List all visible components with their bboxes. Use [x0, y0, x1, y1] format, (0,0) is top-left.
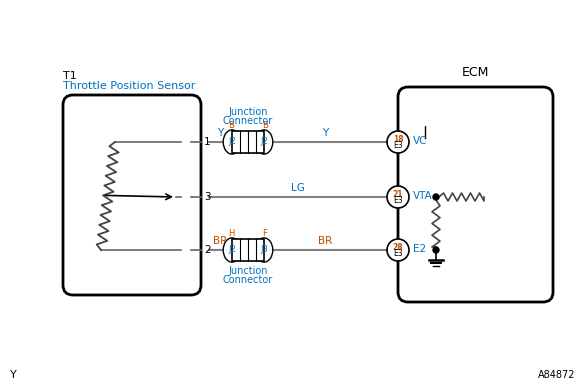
Text: Y: Y	[322, 128, 329, 138]
Text: Throttle Position Sensor: Throttle Position Sensor	[63, 81, 195, 91]
Text: J2: J2	[228, 138, 236, 147]
Text: 28: 28	[393, 243, 403, 252]
Text: 21: 21	[393, 190, 403, 199]
Text: 1: 1	[204, 137, 211, 147]
Bar	[232, 239, 264, 261]
Ellipse shape	[255, 130, 273, 154]
Text: J2: J2	[260, 138, 268, 147]
Text: Y: Y	[218, 128, 223, 138]
Circle shape	[422, 119, 428, 126]
Text: Y: Y	[10, 370, 17, 380]
Circle shape	[183, 246, 190, 254]
Text: ECM: ECM	[462, 66, 489, 79]
Circle shape	[183, 193, 190, 200]
Text: LG: LG	[291, 183, 305, 193]
Ellipse shape	[387, 239, 409, 261]
FancyBboxPatch shape	[398, 87, 553, 302]
Ellipse shape	[387, 131, 409, 153]
Text: VTA: VTA	[413, 191, 433, 201]
Text: E3: E3	[393, 249, 403, 258]
Text: Junction: Junction	[228, 107, 268, 117]
Ellipse shape	[223, 130, 241, 154]
Text: BR: BR	[214, 236, 228, 246]
Text: BR: BR	[318, 236, 333, 246]
Text: B: B	[262, 121, 268, 130]
Ellipse shape	[255, 238, 273, 262]
Ellipse shape	[387, 186, 409, 208]
Bar	[232, 131, 264, 153]
Text: E3: E3	[393, 196, 403, 205]
Text: VC: VC	[413, 136, 428, 146]
Text: Junction: Junction	[228, 266, 268, 276]
Text: E3: E3	[393, 141, 403, 150]
Text: T1: T1	[63, 71, 77, 81]
Text: Connector: Connector	[223, 116, 273, 126]
Circle shape	[433, 194, 439, 200]
Text: 18: 18	[393, 135, 403, 144]
Text: Connector: Connector	[223, 275, 273, 285]
Text: 3: 3	[204, 192, 211, 202]
Text: B: B	[228, 121, 234, 130]
FancyBboxPatch shape	[63, 95, 201, 295]
Circle shape	[183, 138, 190, 145]
Text: J3: J3	[260, 245, 268, 255]
Text: F: F	[263, 229, 267, 238]
Text: E2: E2	[413, 244, 426, 254]
Text: J2: J2	[228, 245, 236, 255]
Text: H: H	[228, 229, 234, 238]
Text: 2: 2	[204, 245, 211, 255]
Ellipse shape	[223, 238, 241, 262]
Text: A84872: A84872	[538, 370, 575, 380]
Circle shape	[433, 247, 439, 253]
